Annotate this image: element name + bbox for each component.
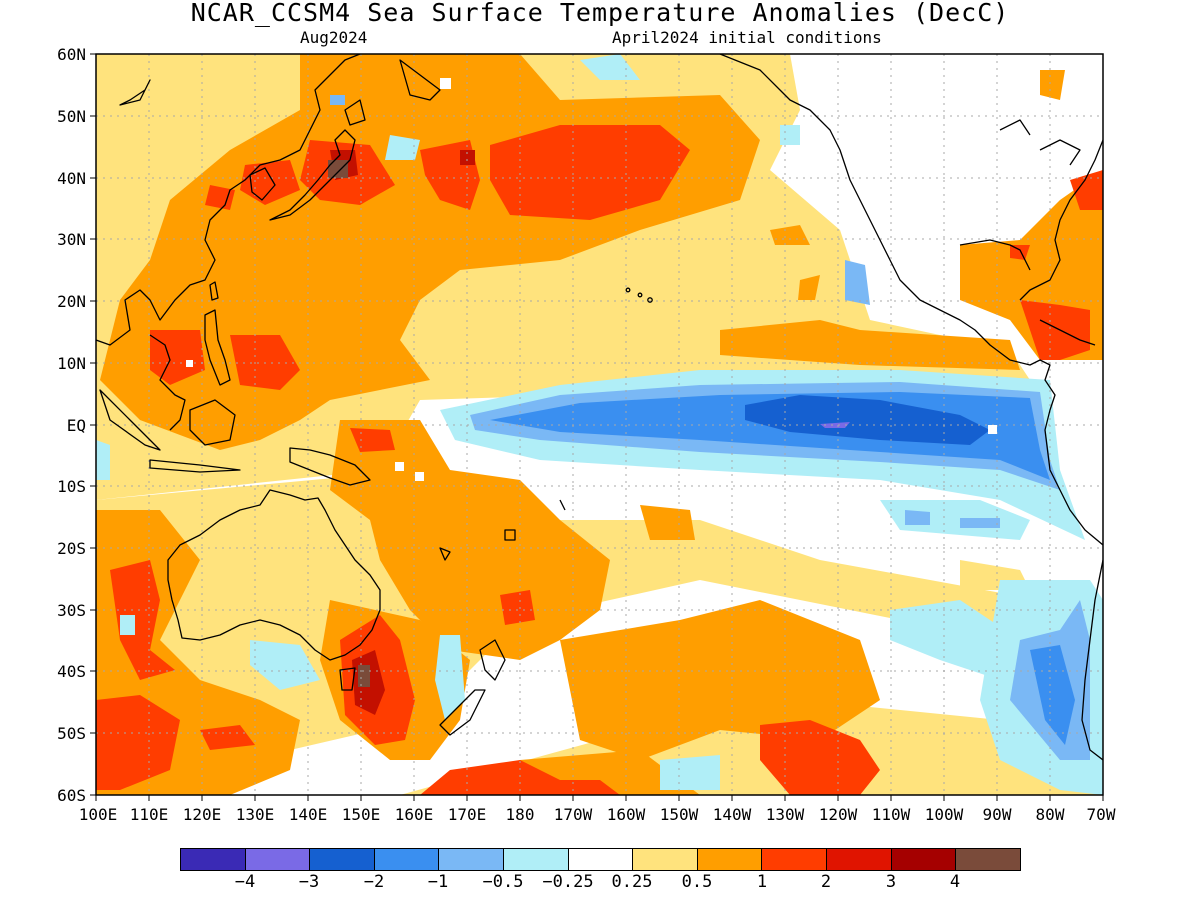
colorbar — [180, 848, 1021, 871]
lon-label: 170W — [554, 805, 593, 824]
coastlines — [96, 54, 1103, 761]
lon-label: 110E — [130, 805, 169, 824]
lat-label: 40S — [57, 662, 86, 681]
lon-label: 110W — [872, 805, 911, 824]
lon-label: 120E — [183, 805, 222, 824]
colorbar-label: 0.5 — [681, 872, 713, 892]
lat-label: 10S — [57, 477, 86, 496]
colorbar-swatch — [568, 849, 634, 870]
extreme-cold-regions — [820, 422, 850, 428]
lon-label: 160E — [395, 805, 434, 824]
lon-label: 180 — [506, 805, 535, 824]
lat-label: 10N — [57, 354, 86, 373]
lon-label: 160W — [607, 805, 646, 824]
lon-label: 80W — [1036, 805, 1065, 824]
colorbar-label: 3 — [885, 872, 897, 892]
lon-label: 120W — [819, 805, 858, 824]
lat-label: 30N — [57, 230, 86, 249]
lat-label: 20N — [57, 292, 86, 311]
lon-label: 130E — [236, 805, 275, 824]
lon-label: 130W — [766, 805, 805, 824]
colorbar-swatch — [956, 849, 1020, 870]
lat-label: 50N — [57, 107, 86, 126]
colorbar-label: 1 — [756, 872, 768, 892]
sst-anomaly-map: 60N 50N 40N 30N 20N 10N EQ 10S 20S 30S 4… — [57, 45, 1116, 824]
colorbar-swatch — [374, 849, 440, 870]
colorbar-swatch — [891, 849, 957, 870]
colorbar-swatch — [504, 849, 569, 870]
lat-label: 50S — [57, 724, 86, 743]
anomaly-field — [96, 54, 1103, 795]
colorbar-label: 2 — [820, 872, 832, 892]
lat-label: 60N — [57, 45, 86, 64]
lon-label: 100W — [925, 805, 964, 824]
lon-label: 140E — [289, 805, 328, 824]
lon-label: 150E — [342, 805, 381, 824]
lon-label: 90W — [983, 805, 1012, 824]
lon-label: 170E — [448, 805, 487, 824]
lat-label: 20S — [57, 539, 86, 558]
colorbar-label: −1 — [427, 872, 449, 892]
lon-label: 100E — [79, 805, 118, 824]
colorbar-label: −2 — [363, 872, 385, 892]
colorbar-swatch — [633, 849, 698, 870]
colorbar-swatch — [439, 849, 505, 870]
lon-label: 150W — [660, 805, 699, 824]
map-title: NCAR_CCSM4 Sea Surface Temperature Anoma… — [190, 0, 1010, 27]
very-cold-regions — [745, 395, 990, 445]
colorbar-swatch — [245, 849, 311, 870]
lon-label: 140W — [713, 805, 752, 824]
longitude-axis: 100E 110E 120E 130E 140E 150E 160E 170E … — [79, 795, 1116, 824]
colorbar-swatch — [697, 849, 763, 870]
colorbar-label: 0.25 — [611, 872, 653, 892]
colorbar-swatch — [827, 849, 892, 870]
valid-month-label: Aug2024 — [300, 28, 368, 47]
lon-label: 70W — [1087, 805, 1116, 824]
colorbar-label: −0.5 — [482, 872, 524, 892]
lat-label: 30S — [57, 601, 86, 620]
colorbar-swatch — [310, 849, 375, 870]
missing-data-markers — [186, 78, 997, 481]
lat-lon-grid — [96, 54, 1103, 795]
lat-label: 60S — [57, 786, 86, 805]
colorbar-label: −4 — [234, 872, 256, 892]
lat-label: EQ — [67, 416, 86, 435]
hot-regions — [96, 125, 1103, 795]
latitude-axis: 60N 50N 40N 30N 20N 10N EQ 10S 20S 30S 4… — [57, 45, 96, 805]
colorbar-swatch — [762, 849, 828, 870]
initial-conditions-label: April2024 initial conditions — [612, 28, 882, 47]
colorbar-labels: −4 −3 −2 −1 −0.5 −0.25 0.25 0.5 1 2 3 4 — [0, 872, 1200, 896]
colorbar-label: −3 — [298, 872, 320, 892]
colorbar-label: −0.25 — [542, 872, 594, 892]
colorbar-swatch — [181, 849, 246, 870]
lat-label: 40N — [57, 169, 86, 188]
colorbar-label: 4 — [949, 872, 961, 892]
